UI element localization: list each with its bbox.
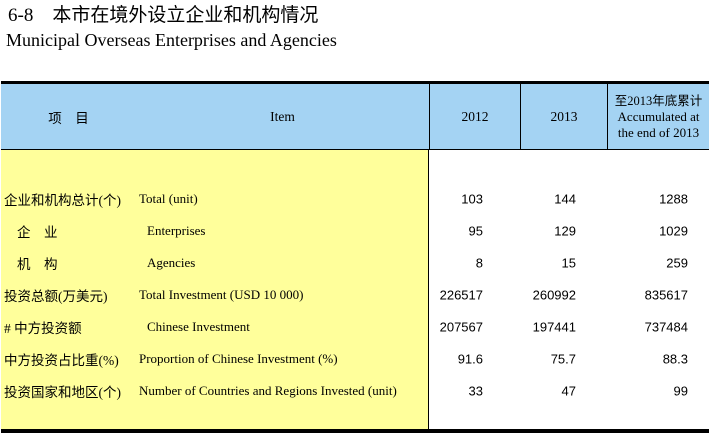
row-label-en: Number of Countries and Regions Invested…: [139, 383, 397, 398]
header-accumulated-en-line2: the end of 2013: [617, 124, 700, 140]
row-label-en: Proportion of Chinese Investment (%): [139, 351, 338, 366]
page-title-chinese: 6-8 本市在境外设立企业和机构情况: [8, 5, 319, 26]
header-label-item-en: Item: [270, 108, 295, 124]
cell-2012: 207567: [439, 319, 483, 335]
row-label-zh: 企业和机构总计(个): [4, 193, 121, 208]
cell-2012: 103: [461, 191, 483, 207]
header-cell-item: 项 目 Item: [1, 84, 429, 149]
table-rows-container: 企业和机构总计(个) Total (unit) 103 144 1288 企 业…: [1, 183, 709, 407]
cell-2013: 144: [554, 191, 576, 207]
cell-2013: 15: [561, 255, 576, 271]
row-label-zh: 投资总额(万美元): [4, 289, 108, 304]
table-row: 机 构 Agencies 8 15 259: [1, 247, 709, 279]
table-header-row: 项 目 Item 2012 2013 至2013年底累计 Accumulated…: [1, 81, 709, 150]
cell-2013: 75.7: [550, 351, 576, 367]
row-label-en: Agencies: [147, 255, 196, 270]
row-label-en: Chinese Investment: [147, 319, 250, 334]
table-row: 中方投资占比重(%) Proportion of Chinese Investm…: [1, 343, 709, 375]
header-cell-2013: 2013: [520, 84, 607, 149]
row-label-en: Total (unit): [139, 191, 198, 206]
cell-2013: 129: [554, 223, 576, 239]
page-title-english: Municipal Overseas Enterprises and Agenc…: [6, 30, 337, 50]
table-row: 投资国家和地区(个) Number of Countries and Regio…: [1, 375, 709, 407]
cell-accumulated: 835617: [644, 287, 688, 303]
cell-2012: 8: [475, 255, 483, 271]
row-label-zh: 企 业: [17, 225, 58, 240]
row-label-en: Total Investment (USD 10 000): [139, 287, 304, 302]
header-accumulated-en-line1: Accumulated at: [617, 108, 700, 124]
cell-2012: 226517: [439, 287, 483, 303]
row-label-zh: 机 构: [17, 257, 58, 272]
table-body: 企业和机构总计(个) Total (unit) 103 144 1288 企 业…: [1, 150, 709, 429]
item-label-panel: [1, 150, 429, 429]
table-bottom-border: [1, 429, 709, 433]
cell-2012: 91.6: [457, 351, 483, 367]
header-cell-accumulated: 至2013年底累计 Accumulated at the end of 2013: [607, 84, 709, 149]
header-cell-2012: 2012: [429, 84, 520, 149]
cell-2013: 47: [561, 383, 576, 399]
header-label-item-zh: 项 目: [48, 110, 89, 126]
cell-accumulated: 737484: [644, 319, 688, 335]
table-row: 企业和机构总计(个) Total (unit) 103 144 1288: [1, 183, 709, 215]
table-row: 企 业 Enterprises 95 129 1029: [1, 215, 709, 247]
cell-2012: 33: [468, 383, 483, 399]
row-label-en: Enterprises: [147, 223, 206, 238]
cell-accumulated: 1029: [659, 223, 688, 239]
row-label-zh: # 中方投资额: [4, 321, 82, 336]
row-label-zh: 投资国家和地区(个): [4, 385, 121, 400]
table-row: 投资总额(万美元) Total Investment (USD 10 000) …: [1, 279, 709, 311]
cell-2013: 260992: [532, 287, 576, 303]
cell-2013: 197441: [532, 319, 576, 335]
row-label-zh: 中方投资占比重(%): [4, 353, 119, 368]
cell-accumulated: 88.3: [662, 351, 688, 367]
cell-accumulated: 99: [673, 383, 688, 399]
table-row: # 中方投资额 Chinese Investment 207567 197441…: [1, 311, 709, 343]
cell-2012: 95: [468, 223, 483, 239]
cell-accumulated: 259: [666, 255, 688, 271]
cell-accumulated: 1288: [659, 191, 688, 207]
header-accumulated-zh: 至2013年底累计: [614, 93, 703, 108]
statistics-table: 项 目 Item 2012 2013 至2013年底累计 Accumulated…: [1, 81, 709, 433]
